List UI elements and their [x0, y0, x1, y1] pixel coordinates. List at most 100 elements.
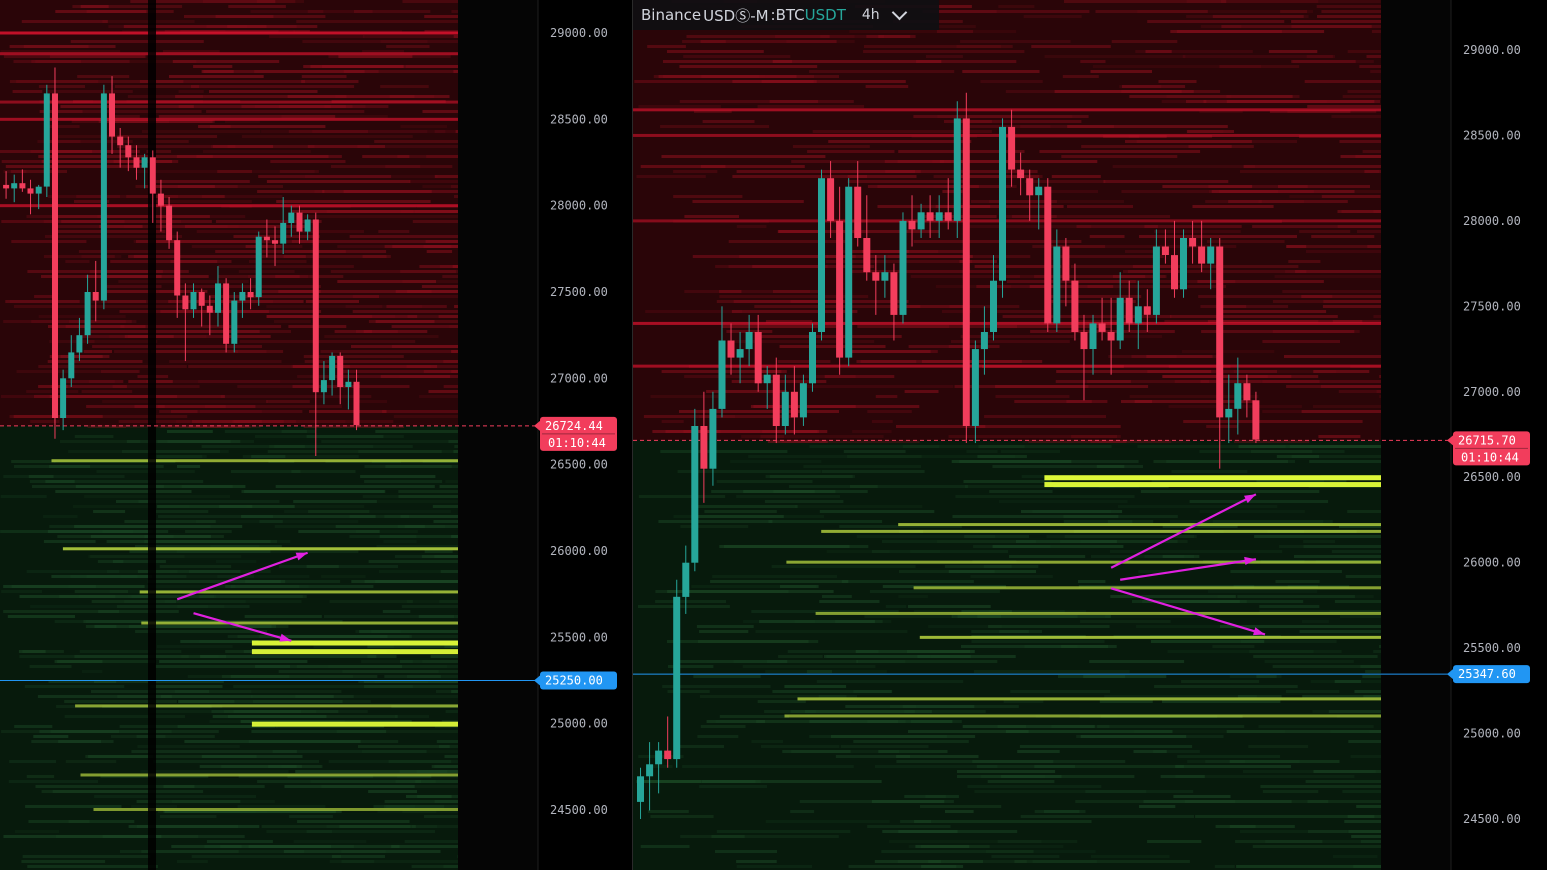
- ask-heat-cell: [673, 195, 743, 198]
- bid-heat-cell: [54, 620, 191, 623]
- bid-heat-cell: [667, 690, 710, 693]
- ask-heat-cell: [1313, 370, 1370, 373]
- ask-heat-cell: [959, 260, 997, 263]
- bid-heat-cell: [159, 815, 217, 818]
- bid-liquidity-level: [141, 621, 459, 625]
- ask-heat-cell: [453, 35, 458, 38]
- bid-heat-cell: [840, 745, 929, 748]
- bid-heat-cell: [1199, 450, 1345, 453]
- bid-heat-cell: [9, 760, 56, 763]
- bid-heat-cell: [700, 725, 746, 728]
- panel-divider[interactable]: [632, 0, 633, 870]
- candle-body: [781, 391, 789, 426]
- bid-heat-cell: [871, 800, 945, 803]
- ask-heat-cell: [39, 110, 83, 113]
- left-heatmap-chart[interactable]: 29000.0028500.0028000.0027500.0027000.00…: [0, 0, 632, 870]
- bid-heat-cell: [377, 810, 458, 813]
- ask-heat-cell: [44, 235, 183, 238]
- ask-heat-cell: [1200, 380, 1320, 383]
- ask-heat-cell: [773, 290, 825, 293]
- left-chart-panel[interactable]: 29000.00 28500.00 28000.00 27500.00 27000.00…: [0, 0, 632, 870]
- ask-heat-cell: [1301, 410, 1381, 413]
- bid-heat-cell: [784, 685, 847, 688]
- ask-heat-cell: [1186, 15, 1309, 18]
- bid-heat-cell: [1138, 570, 1167, 573]
- bid-heat-cell: [1133, 750, 1167, 753]
- bid-heat-cell: [896, 755, 979, 758]
- ask-liquidity-level: [0, 117, 458, 121]
- ask-heat-cell: [1025, 180, 1106, 183]
- candle-body: [790, 391, 798, 418]
- bid-heat-cell: [848, 865, 957, 868]
- interval-selector[interactable]: 4h: [861, 7, 880, 23]
- bid-heat-cell: [110, 735, 166, 738]
- ask-heat-cell: [857, 325, 1017, 328]
- right-chart-panel[interactable]: 29000.00 28500.00 28000.00 27500.00 27000.00…: [633, 0, 1547, 870]
- ask-heat-cell: [422, 185, 458, 188]
- ask-heat-cell: [13, 60, 130, 63]
- candle-body: [990, 280, 997, 332]
- bid-heat-cell: [55, 490, 192, 493]
- bid-heat-cell: [191, 855, 342, 858]
- ask-heat-cell: [61, 380, 124, 383]
- gap-band: [148, 0, 156, 870]
- chevron-down-icon[interactable]: [891, 4, 907, 21]
- ask-heat-cell: [451, 370, 458, 373]
- ask-heat-cell: [41, 160, 145, 163]
- symbol-header[interactable]: Binance USDⓈ-M : BTC USDT 4h: [633, 0, 939, 30]
- ask-liquidity-level: [633, 219, 1381, 223]
- bid-heat-cell: [853, 740, 969, 743]
- bid-heat-cell: [181, 655, 219, 658]
- ask-heat-cell: [1119, 85, 1162, 88]
- bid-heat-cell: [772, 690, 893, 693]
- ask-heat-cell: [451, 10, 458, 13]
- ask-heat-cell: [741, 435, 884, 438]
- ask-heat-cell: [16, 370, 139, 373]
- ask-heat-cell: [301, 75, 347, 78]
- ask-heat-cell: [215, 220, 322, 223]
- bid-heat-cell: [431, 765, 458, 768]
- ask-heat-cell: [385, 165, 421, 168]
- candle-body: [1035, 186, 1043, 196]
- ask-heat-cell: [1220, 305, 1247, 308]
- bid-heat-cell: [981, 775, 1046, 778]
- ask-heat-cell: [146, 150, 172, 153]
- candle-body: [727, 340, 735, 358]
- right-heatmap-chart[interactable]: 29000.0028500.0028000.0027500.0027000.00…: [633, 0, 1547, 870]
- candle-body: [845, 186, 853, 358]
- bid-heat-cell: [196, 520, 359, 523]
- ask-liquidity-level: [0, 100, 458, 104]
- ask-heat-cell: [41, 160, 134, 163]
- bid-heat-cell: [261, 825, 411, 828]
- y-tick-label: 25500.00: [550, 630, 608, 644]
- bid-heat-cell: [712, 575, 837, 578]
- ask-heat-cell: [942, 190, 963, 193]
- bid-heat-cell: [1162, 555, 1200, 558]
- ask-heat-cell: [1139, 235, 1297, 238]
- candle-body: [827, 178, 835, 221]
- bid-heat-cell: [106, 540, 271, 543]
- ask-heat-cell: [426, 155, 458, 158]
- ask-heat-cell: [769, 100, 819, 103]
- ask-heat-cell: [1002, 315, 1172, 318]
- ask-heat-cell: [1219, 310, 1327, 313]
- y-tick-label: 26500.00: [1463, 470, 1521, 484]
- ask-heat-cell: [330, 270, 458, 273]
- bid-liquidity-level: [62, 547, 459, 551]
- ask-heat-cell: [454, 195, 458, 198]
- bid-liquidity-level: [898, 523, 1381, 527]
- candle-body: [60, 378, 67, 418]
- ask-heat-cell: [1269, 110, 1351, 113]
- ask-heat-cell: [450, 185, 458, 188]
- ask-heat-cell: [1347, 50, 1381, 53]
- y-tick-label: 24500.00: [550, 803, 608, 817]
- ask-heat-cell: [1183, 420, 1363, 423]
- arrow-head: [1252, 627, 1265, 636]
- bid-heat-cell: [297, 820, 410, 823]
- candle-body: [1125, 297, 1133, 324]
- bid-heat-cell: [251, 730, 387, 733]
- bid-heat-cell: [921, 865, 964, 868]
- bid-heat-cell: [1001, 775, 1135, 778]
- bid-heat-cell: [819, 510, 935, 513]
- bid-heat-cell: [19, 595, 149, 598]
